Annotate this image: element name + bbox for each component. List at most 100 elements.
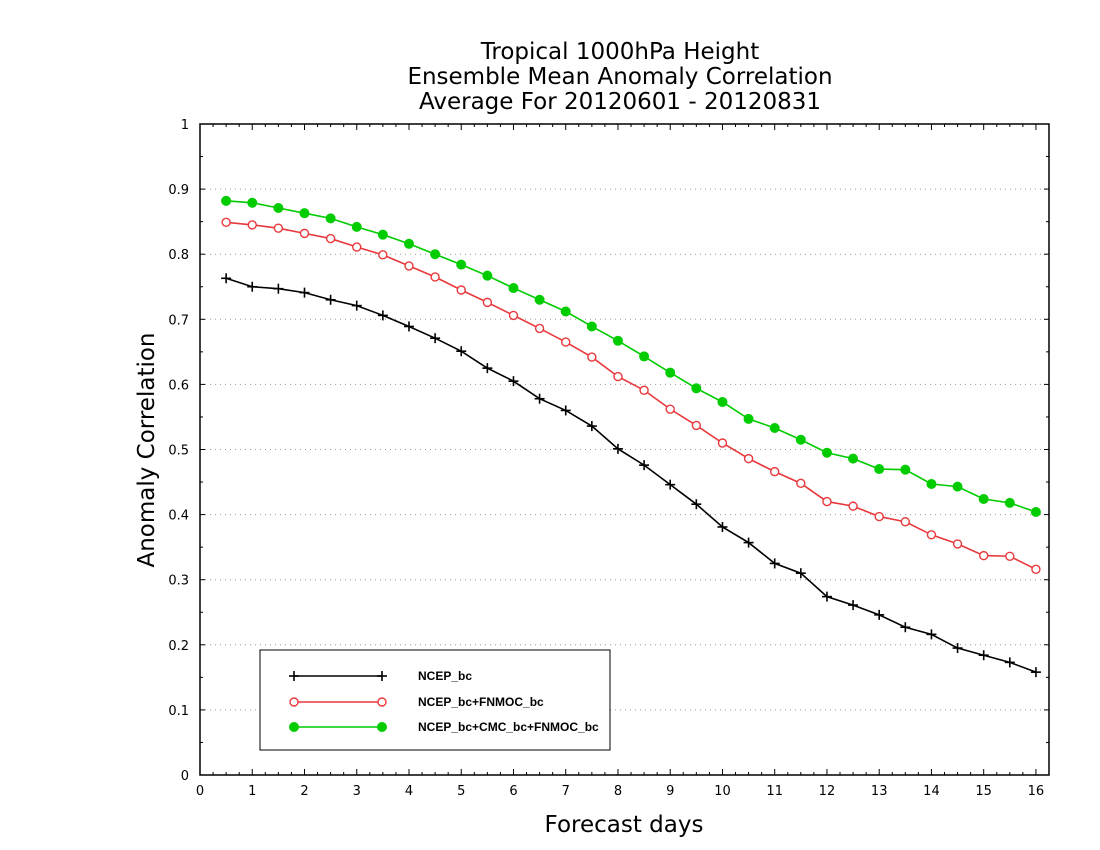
data-point <box>848 501 858 511</box>
data-point <box>456 285 466 295</box>
data-point <box>377 310 388 321</box>
data-point <box>561 337 571 347</box>
data-point <box>508 283 519 294</box>
data-point <box>874 609 885 620</box>
data-point <box>273 202 284 213</box>
data-point <box>221 217 231 228</box>
legend-label: NCEP_bc+FNMOC_bc <box>418 695 544 709</box>
y-tick-label: 1 <box>181 118 189 133</box>
data-point <box>247 220 257 230</box>
data-point <box>822 496 832 507</box>
legend-box <box>259 649 611 751</box>
x-axis-title: Forecast days <box>545 812 704 838</box>
data-point <box>534 323 545 334</box>
data-point <box>926 479 937 490</box>
data-point <box>926 530 937 540</box>
data-point <box>325 233 336 244</box>
data-point <box>456 346 467 357</box>
data-point <box>534 393 545 404</box>
series-2 <box>221 195 1041 517</box>
data-point <box>795 568 806 579</box>
series-1 <box>221 217 1041 574</box>
data-point <box>1004 657 1015 668</box>
legend-swatch-marker <box>377 697 387 707</box>
data-point <box>874 464 885 475</box>
data-point <box>247 197 258 208</box>
data-point <box>926 629 937 640</box>
x-tick-label: 9 <box>666 784 674 799</box>
data-point <box>299 228 310 239</box>
series-0 <box>221 273 1041 678</box>
legend-swatch-marker <box>289 671 299 681</box>
data-point <box>717 438 728 448</box>
data-point <box>848 453 859 464</box>
legend-swatch-marker <box>289 697 299 707</box>
data-point <box>978 650 989 661</box>
data-point <box>273 283 284 294</box>
data-point <box>795 434 806 445</box>
data-point <box>221 273 232 284</box>
data-point <box>377 229 388 240</box>
data-point <box>900 517 911 527</box>
data-point <box>717 521 728 532</box>
data-point <box>299 208 310 219</box>
data-point <box>821 447 832 458</box>
title-line-3: Average For 20120601 - 20120831 <box>419 89 821 115</box>
data-point <box>534 294 545 305</box>
x-tick-label: 14 <box>923 784 940 799</box>
legend-swatch-marker <box>377 722 387 732</box>
data-point <box>482 363 493 374</box>
data-point <box>430 333 441 344</box>
x-tick-label: 4 <box>405 784 413 799</box>
data-point <box>691 383 702 394</box>
series <box>221 195 1041 678</box>
data-point <box>430 249 441 260</box>
data-point <box>508 310 519 321</box>
data-point <box>821 591 832 602</box>
data-point <box>325 213 336 224</box>
legend-label: NCEP_bc+CMC_bc+FNMOC_bc <box>418 720 599 734</box>
x-tick-label: 11 <box>766 784 783 799</box>
legend-swatch-marker <box>377 671 387 681</box>
data-point <box>299 287 310 298</box>
data-point <box>430 272 440 282</box>
data-point <box>247 281 258 292</box>
data-point <box>612 335 623 346</box>
y-tick-label: 0.3 <box>168 574 189 589</box>
x-tick-label: 6 <box>509 784 517 799</box>
data-point <box>900 464 911 475</box>
data-point <box>586 421 597 432</box>
data-point <box>221 195 232 206</box>
data-point <box>952 643 963 654</box>
data-point <box>769 558 780 569</box>
data-point <box>665 404 675 414</box>
data-point <box>978 550 989 561</box>
y-axis-title: Anomaly Correlation <box>134 332 160 567</box>
data-point <box>665 479 676 490</box>
data-point <box>404 261 414 271</box>
legend-label: NCEP_bc <box>418 669 472 683</box>
data-point <box>352 242 362 252</box>
data-point <box>403 238 414 249</box>
y-tick-label: 0.2 <box>168 639 189 654</box>
title-line-1: Tropical 1000hPa Height <box>480 39 760 65</box>
data-point <box>378 250 388 260</box>
data-point <box>508 376 519 387</box>
series-line <box>226 200 1037 513</box>
x-tick-label: 5 <box>457 784 465 799</box>
data-point <box>560 405 571 416</box>
data-point <box>952 539 963 549</box>
data-point <box>691 420 702 431</box>
data-point <box>639 385 649 395</box>
data-point <box>743 453 754 464</box>
x-tick-label: 8 <box>614 784 622 799</box>
data-point <box>769 423 780 434</box>
data-point <box>874 511 884 522</box>
x-tick-label: 7 <box>562 784 570 799</box>
x-tick-label: 13 <box>871 784 888 799</box>
y-tick-label: 0.1 <box>168 704 189 719</box>
series-line <box>225 277 1037 673</box>
data-point <box>456 259 467 270</box>
chart-title: Tropical 1000hPa Height Ensemble Mean An… <box>407 39 832 115</box>
data-point <box>560 306 571 317</box>
